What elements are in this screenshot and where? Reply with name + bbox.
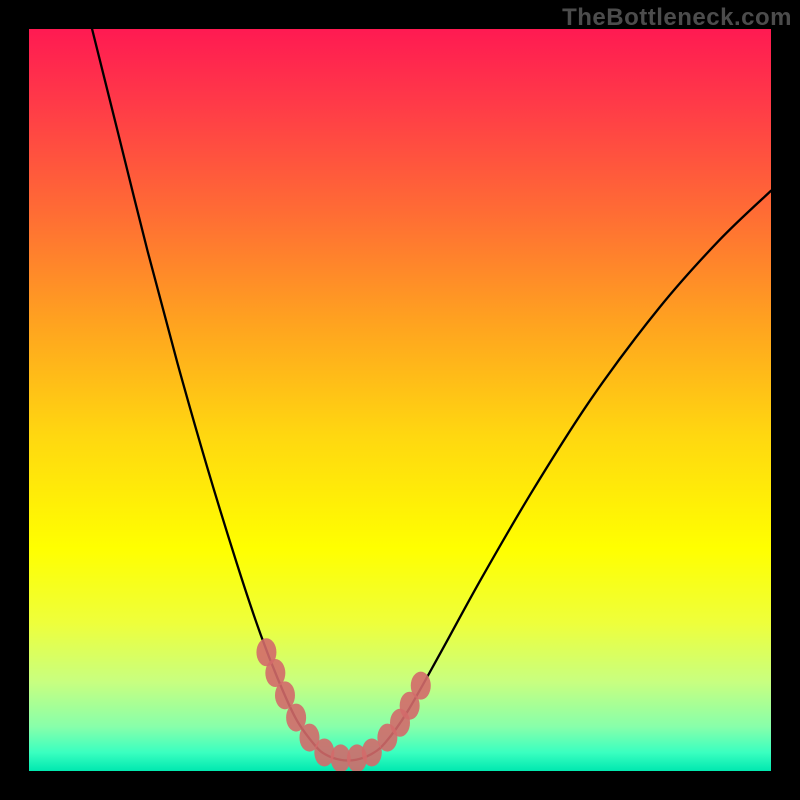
chart-svg — [0, 0, 800, 800]
curve-marker — [411, 672, 431, 700]
watermark-text: TheBottleneck.com — [562, 4, 792, 32]
chart-container: TheBottleneck.com — [0, 0, 800, 800]
bottleneck-curve — [92, 29, 771, 761]
